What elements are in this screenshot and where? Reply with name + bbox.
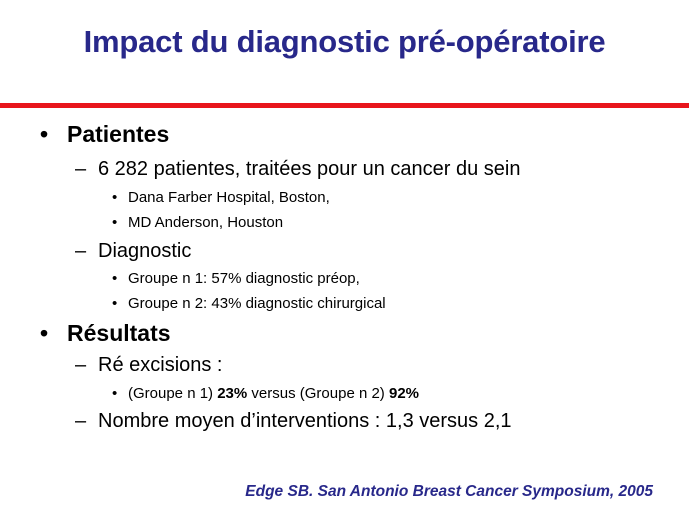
reexcisions-text: Ré excisions :	[98, 354, 223, 376]
dash-icon: –	[75, 240, 87, 262]
group-2-text: Groupe n 2: 43% diagnostic chirurgical	[128, 295, 386, 312]
comparison-text: (Groupe n 1) 23% versus (Groupe n 2) 92%	[128, 385, 419, 402]
interventions-text: Nombre moyen d’interventions : 1,3 versu…	[98, 410, 512, 432]
bullet-dot-icon: •	[112, 385, 118, 402]
section-heading-resultats: Résultats	[67, 320, 171, 346]
site-1-text: Dana Farber Hospital, Boston,	[128, 189, 330, 206]
citation: Edge SB. San Antonio Breast Cancer Sympo…	[245, 483, 653, 500]
site-2-text: MD Anderson, Houston	[128, 214, 284, 231]
bullet-dot-icon: •	[40, 121, 49, 147]
section-heading-patientes: Patientes	[67, 121, 170, 147]
comparison-value-2: 92%	[388, 385, 420, 402]
dash-icon: –	[75, 158, 87, 180]
comparison-prefix: (Groupe n 1)	[128, 385, 218, 402]
dash-icon: –	[75, 410, 87, 432]
slide-title: Impact du diagnostic pré-opératoire	[83, 24, 606, 59]
group-1-text: Groupe n 1: 57% diagnostic préop,	[128, 270, 360, 287]
dash-icon: –	[75, 354, 87, 376]
comparison-middle: versus (Groupe n 2)	[247, 385, 389, 402]
title-divider	[0, 103, 689, 108]
bullet-dot-icon: •	[112, 214, 118, 231]
bullet-dot-icon: •	[112, 295, 118, 312]
bullet-dot-icon: •	[112, 270, 118, 287]
comparison-value-1: 23%	[217, 385, 248, 402]
diagnostic-text: Diagnostic	[98, 240, 192, 262]
bullet-dot-icon: •	[40, 320, 49, 346]
bullet-dot-icon: •	[112, 189, 118, 206]
cohort-text: 6 282 patientes, traitées pour un cancer…	[98, 158, 521, 180]
